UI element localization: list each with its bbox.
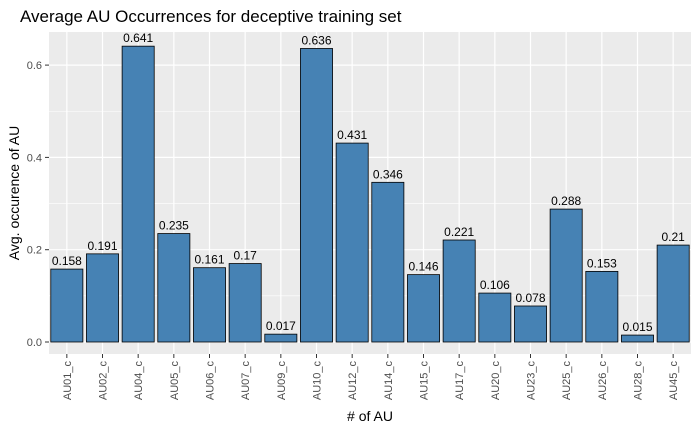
x-tick-label: AU17_c [454,361,466,401]
plot-panel [49,32,691,354]
x-axis-ticks: AU01_c AU02_c AU04_c AU05_c AU06_c AU07_c AU09… [62,354,680,400]
data-label: 0.191 [87,239,117,253]
x-tick-label: AU04_c [133,361,145,401]
y-axis-ticks: 0.0 0.2 0.4 0.6 [27,60,49,349]
data-label: 0.17 [233,249,257,263]
x-tick-label: AU15_c [419,361,431,401]
bar-au15-c [407,274,440,343]
y-axis-title: Avg. occurence of AU [6,126,22,260]
data-label: 0.346 [373,167,403,181]
data-label: 0.221 [444,225,474,239]
bar-au02-c [86,253,119,343]
y-tick-label: 0.0 [27,337,42,349]
data-label: 0.017 [266,319,296,333]
x-tick-label: AU23_c [526,361,538,401]
bar-au10-c [300,48,333,343]
data-label: 0.015 [622,320,652,334]
bar-au05-c [157,233,191,343]
chart-title: Average AU Occurrences for deceptive tra… [20,7,402,26]
x-tick-label: AU05_c [169,361,181,401]
bar-au12-c [335,142,369,343]
y-tick-label: 0.4 [27,152,42,164]
data-label: 0.288 [551,194,581,208]
bar-au20-c [478,292,512,343]
bar-au01-c [50,268,84,343]
data-label: 0.636 [301,33,331,47]
data-label: 0.106 [480,278,510,292]
x-axis-title: # of AU [347,408,393,424]
x-tick-label: AU07_c [240,361,252,401]
data-label: 0.078 [515,291,545,305]
x-tick-label: AU12_c [347,361,359,401]
data-label: 0.235 [159,219,189,233]
bar-au25-c [549,208,583,343]
bar-au26-c [585,270,619,343]
bar-au28-c [621,334,654,343]
x-tick-label: AU06_c [205,361,217,401]
data-label: 0.158 [52,254,82,268]
bar-au09-c [264,333,298,343]
data-label: 0.153 [587,256,617,270]
x-tick-label: AU25_c [561,361,573,401]
data-label: 0.21 [661,230,685,244]
y-tick-label: 0.2 [27,245,42,257]
bars [50,45,690,343]
bar-au07-c [228,263,262,343]
data-label: 0.431 [337,128,367,142]
y-tick-label: 0.6 [27,60,42,72]
x-tick-label: AU02_c [98,361,110,401]
x-tick-label: AU01_c [62,361,74,401]
data-label: 0.161 [194,253,224,267]
x-tick-label: AU26_c [597,361,609,401]
data-label: 0.641 [123,31,153,45]
bar-au06-c [193,267,226,343]
bar-au45-c [656,244,690,343]
x-tick-label: AU14_c [383,361,395,401]
x-tick-label: AU10_c [312,361,324,401]
x-tick-label: AU28_c [633,361,645,401]
bar-au04-c [121,45,155,343]
x-tick-label: AU20_c [490,361,502,401]
data-labels: 0.158 0.191 0.641 0.235 0.161 0.17 0.017 0.636 0… [52,31,685,334]
bar-au17-c [442,239,476,343]
x-tick-label: AU45_c [668,361,680,401]
data-label: 0.146 [408,260,438,274]
x-tick-label: AU09_c [276,361,288,401]
bar-au14-c [371,181,405,343]
bar-au23-c [514,305,547,343]
